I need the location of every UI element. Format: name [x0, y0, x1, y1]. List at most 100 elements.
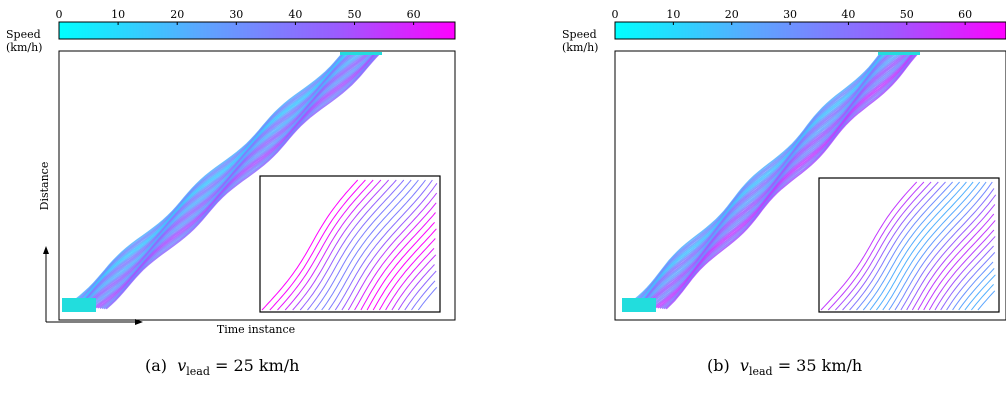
colorbar-tick-label: 30 — [229, 8, 243, 21]
inset-trajectory — [385, 247, 435, 311]
trajectory — [76, 52, 352, 310]
inset-trajectory — [952, 261, 994, 311]
inset-trajectory — [882, 181, 981, 311]
panel-b: Speed (km/h) 0 10 20 30 40 50 60 — [562, 8, 1006, 321]
trajectory — [73, 52, 349, 310]
inset-trajectory — [391, 254, 437, 311]
inset-trajectory — [366, 221, 435, 311]
caption-a-sub: lead — [186, 365, 210, 379]
y-arrow-head — [43, 246, 49, 254]
trajectory — [629, 52, 884, 310]
inset-trajectory — [964, 274, 996, 311]
inset-trajectory — [372, 228, 437, 311]
trajectory — [77, 52, 354, 310]
y-axis-label: Distance — [38, 162, 51, 211]
end-cluster — [878, 52, 920, 55]
colorbar-tick-label: 50 — [348, 8, 362, 21]
inset-trajectory — [849, 181, 946, 311]
colorbar-tick-label: 60 — [958, 8, 972, 21]
trajectory — [635, 52, 889, 310]
inset-trajectory — [928, 229, 995, 311]
trajectory — [636, 52, 890, 310]
trajectory — [661, 53, 917, 310]
inset-trajectory — [334, 179, 433, 311]
colorbar-tick-label: 0 — [612, 8, 619, 21]
plot-frame-b — [614, 50, 1006, 321]
inset-trajectory — [321, 179, 419, 311]
trajectory — [69, 52, 346, 310]
trajectory — [637, 52, 892, 310]
inset-trajectory — [827, 181, 925, 311]
trajectory — [627, 53, 883, 310]
trajectory-band-b — [622, 52, 920, 312]
trajectory — [633, 52, 887, 310]
colorbar-tick-label: 60 — [407, 8, 421, 21]
trajectory — [99, 53, 378, 309]
trajectory-band-a — [62, 52, 382, 312]
inset-trajectory — [347, 192, 438, 311]
colorbar-a-ticks: 0 10 20 30 40 50 60 — [56, 8, 421, 25]
colorbar-b-label-1: Speed — [562, 28, 597, 41]
colorbar-tick-label: 10 — [111, 8, 125, 21]
trajectory — [67, 52, 345, 310]
trajectory — [625, 53, 882, 309]
inset-trajectory — [314, 179, 412, 311]
start-cluster — [62, 298, 96, 312]
trajectory — [105, 52, 381, 310]
colorbar-a-label-1: Speed — [6, 28, 41, 41]
inset-trajectory — [923, 220, 996, 311]
inset-trajectory — [328, 179, 426, 311]
inset-trajectory — [977, 290, 996, 311]
colorbar-tick-label: 0 — [56, 8, 63, 21]
colorbar-tick-label: 50 — [900, 8, 914, 21]
caption-a-var: v — [177, 356, 187, 375]
inset-trajectory — [341, 183, 438, 311]
panel-a: Speed (km/h) 0 10 20 30 40 50 60 Distance Time… — [6, 8, 456, 336]
inset-trajectory — [958, 268, 995, 311]
caption-b-label: (b) — [707, 356, 730, 375]
trajectory — [663, 52, 918, 310]
inset-trajectory — [354, 202, 437, 311]
caption-a-label: (a) — [145, 356, 168, 375]
trajectory — [631, 52, 885, 310]
inset-trajectory — [934, 236, 996, 311]
trajectory — [75, 52, 351, 310]
inset-trajectory — [292, 179, 389, 311]
inset-trajectory — [261, 179, 359, 311]
inset-trajectory — [307, 179, 405, 311]
inset-trajectory — [404, 270, 437, 311]
inset-trajectory — [940, 245, 994, 311]
colorbar-tick-label: 30 — [783, 8, 797, 21]
inset-trajectory — [397, 264, 435, 311]
inset-frame-b — [818, 177, 1000, 313]
colorbar-a-label-2: (km/h) — [6, 41, 42, 54]
x-arrow-head — [135, 319, 143, 325]
inset-trajectory — [971, 284, 994, 311]
inset-trajectory — [277, 179, 374, 311]
inset-trajectory — [946, 252, 996, 311]
inset-trajectory — [862, 181, 960, 311]
inset-trajectories-a — [261, 179, 438, 311]
inset-trajectories-b — [820, 181, 997, 311]
colorbar-b-label-2: (km/h) — [562, 41, 598, 54]
caption-b: (b) vlead = 35 km/h — [707, 356, 862, 378]
colorbar-tick-label: 40 — [841, 8, 855, 21]
caption-a-value: = 25 km/h — [214, 356, 300, 375]
caption-b-sub: lead — [748, 365, 773, 379]
inset-trajectory — [417, 286, 438, 311]
inset-trajectory — [876, 181, 974, 311]
inset-trajectory — [888, 181, 987, 311]
plot-frame-a — [58, 50, 456, 321]
caption-b-var: v — [739, 356, 749, 375]
start-cluster — [622, 298, 656, 312]
caption-a: (a) vlead = 25 km/h — [145, 356, 299, 378]
inset-trajectory — [360, 212, 436, 311]
inset-trajectory — [911, 204, 996, 311]
inset-trajectory — [299, 179, 397, 311]
inset-trajectory — [917, 213, 995, 311]
inset-trajectory — [411, 280, 436, 311]
trajectory — [103, 52, 380, 310]
inset-trajectory — [378, 238, 436, 311]
inset-trajectory — [835, 181, 932, 311]
